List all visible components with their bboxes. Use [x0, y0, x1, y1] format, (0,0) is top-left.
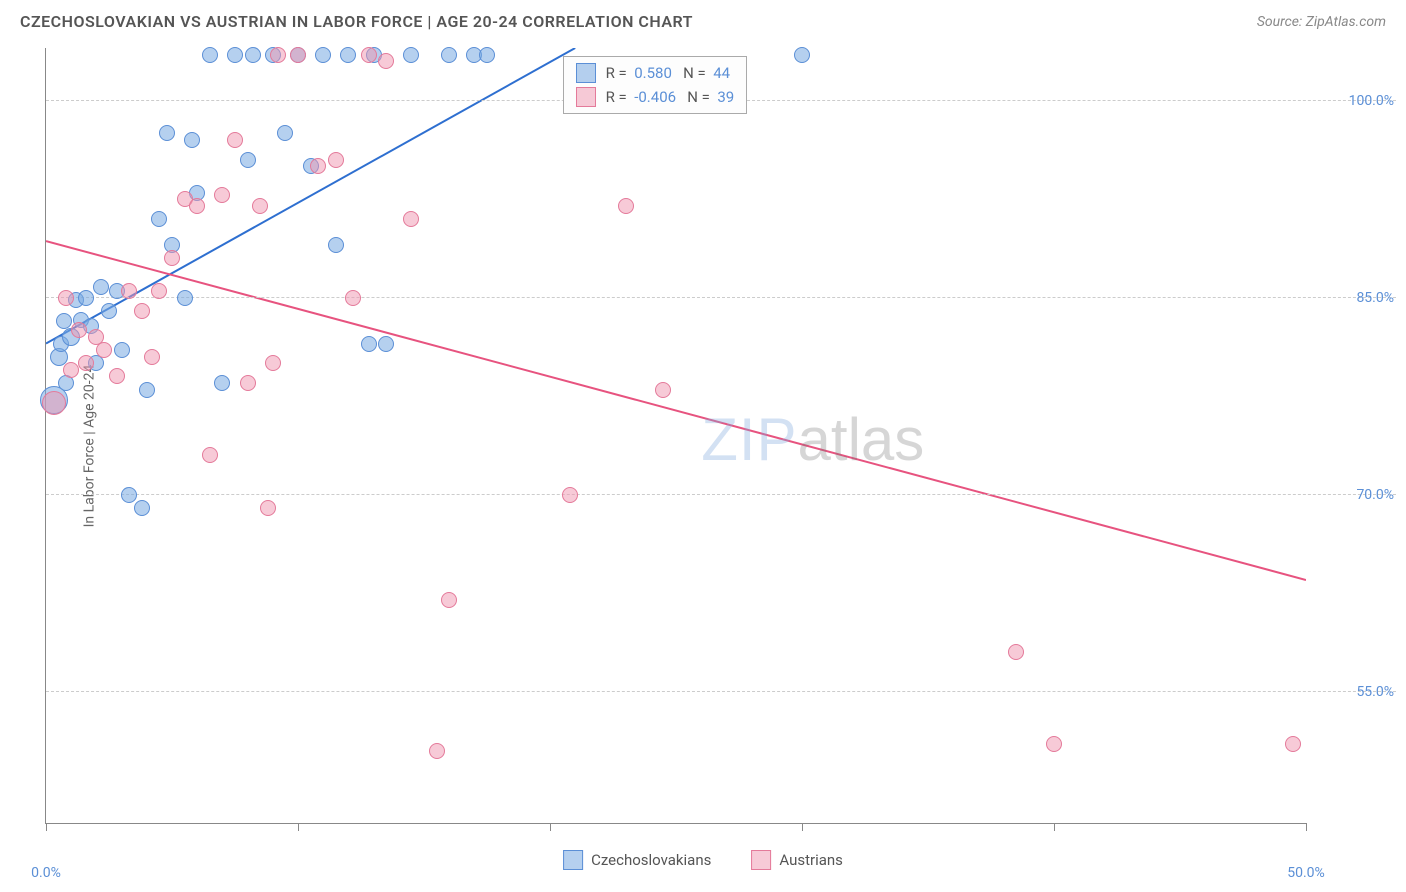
data-point-austrian: [202, 447, 218, 463]
legend-swatch-austrian: [576, 87, 596, 107]
data-point-austrian: [240, 375, 256, 391]
data-point-austrian: [214, 187, 230, 203]
data-point-czech: [184, 132, 200, 148]
x-tick: [46, 823, 47, 831]
data-point-czech: [227, 47, 243, 63]
data-point-austrian: [227, 132, 243, 148]
data-point-austrian: [378, 53, 394, 69]
data-point-austrian: [189, 198, 205, 214]
data-point-austrian: [655, 382, 671, 398]
data-point-czech: [177, 290, 193, 306]
data-point-austrian: [96, 342, 112, 358]
data-point-czech: [277, 125, 293, 141]
data-point-czech: [479, 47, 495, 63]
legend-item-czech: Czechoslovakians: [563, 850, 711, 870]
legend-swatch-austrian: [751, 850, 771, 870]
x-tick-label: 50.0%: [1287, 865, 1325, 881]
data-point-austrian: [361, 47, 377, 63]
data-point-austrian: [429, 743, 445, 759]
data-point-czech: [202, 47, 218, 63]
data-point-czech: [245, 47, 261, 63]
x-tick-label: 0.0%: [31, 865, 61, 881]
x-tick: [1306, 823, 1307, 831]
gridline: [46, 297, 1396, 298]
data-point-austrian: [1285, 736, 1301, 752]
data-point-czech: [403, 47, 419, 63]
data-point-austrian: [121, 283, 137, 299]
data-point-austrian: [109, 368, 125, 384]
watermark: ZIPatlas: [701, 405, 924, 474]
x-tick: [1054, 823, 1055, 831]
stats-r-label: R = -0.406 N = 39: [606, 88, 735, 106]
data-point-austrian: [403, 211, 419, 227]
data-point-czech: [328, 237, 344, 253]
y-tick-label: 85.0%: [1314, 290, 1394, 306]
data-point-austrian: [164, 250, 180, 266]
data-point-czech: [56, 313, 72, 329]
data-point-austrian: [441, 592, 457, 608]
data-point-czech: [114, 342, 130, 358]
data-point-austrian: [151, 283, 167, 299]
legend-swatch-czech: [576, 63, 596, 83]
bottom-legend: Czechoslovakians Austrians: [563, 850, 843, 870]
data-point-czech: [340, 47, 356, 63]
trend-line-austrian: [46, 241, 1306, 580]
data-point-austrian: [252, 198, 268, 214]
data-point-austrian: [562, 487, 578, 503]
data-point-austrian: [144, 349, 160, 365]
y-tick-label: 100.0%: [1314, 93, 1394, 109]
data-point-czech: [134, 500, 150, 516]
data-point-czech: [101, 303, 117, 319]
data-point-austrian: [58, 290, 74, 306]
data-point-czech: [378, 336, 394, 352]
gridline: [46, 494, 1396, 495]
source-label: Source: ZipAtlas.com: [1257, 14, 1386, 30]
data-point-austrian: [71, 322, 87, 338]
y-tick-label: 70.0%: [1314, 487, 1394, 503]
stats-legend-row-austrian: R = -0.406 N = 39: [576, 87, 735, 107]
trend-lines-layer: [46, 48, 1306, 823]
data-point-czech: [121, 487, 137, 503]
data-point-czech: [361, 336, 377, 352]
x-tick: [298, 823, 299, 831]
x-tick: [802, 823, 803, 831]
data-point-czech: [794, 47, 810, 63]
data-point-austrian: [78, 355, 94, 371]
chart-title: CZECHOSLOVAKIAN VS AUSTRIAN IN LABOR FOR…: [20, 12, 693, 31]
data-point-czech: [159, 125, 175, 141]
data-point-austrian: [290, 47, 306, 63]
gridline: [46, 691, 1396, 692]
data-point-austrian: [134, 303, 150, 319]
stats-r-label: R = 0.580 N = 44: [606, 64, 730, 82]
data-point-czech: [78, 290, 94, 306]
data-point-czech: [214, 375, 230, 391]
data-point-czech: [139, 382, 155, 398]
data-point-austrian: [1046, 736, 1062, 752]
data-point-austrian: [1008, 644, 1024, 660]
data-point-austrian: [310, 158, 326, 174]
legend-swatch-czech: [563, 850, 583, 870]
data-point-austrian: [345, 290, 361, 306]
stats-legend: R = 0.580 N = 44 R = -0.406 N = 39: [563, 56, 748, 114]
x-tick: [550, 823, 551, 831]
data-point-austrian: [260, 500, 276, 516]
data-point-austrian: [618, 198, 634, 214]
trend-line-czech: [46, 48, 575, 344]
data-point-czech: [441, 47, 457, 63]
data-point-czech: [240, 152, 256, 168]
data-point-austrian: [42, 391, 66, 415]
legend-item-austrian: Austrians: [751, 850, 843, 870]
data-point-austrian: [270, 47, 286, 63]
stats-legend-row-czech: R = 0.580 N = 44: [576, 63, 735, 83]
data-point-czech: [93, 279, 109, 295]
data-point-czech: [151, 211, 167, 227]
legend-label-czech: Czechoslovakians: [591, 851, 711, 869]
legend-label-austrian: Austrians: [779, 851, 843, 869]
chart-plot-area: 100.0%85.0%70.0%55.0%0.0%50.0%ZIPatlasR …: [45, 48, 1306, 824]
data-point-austrian: [265, 355, 281, 371]
y-tick-label: 55.0%: [1314, 684, 1394, 700]
data-point-austrian: [63, 362, 79, 378]
data-point-czech: [315, 47, 331, 63]
data-point-austrian: [328, 152, 344, 168]
